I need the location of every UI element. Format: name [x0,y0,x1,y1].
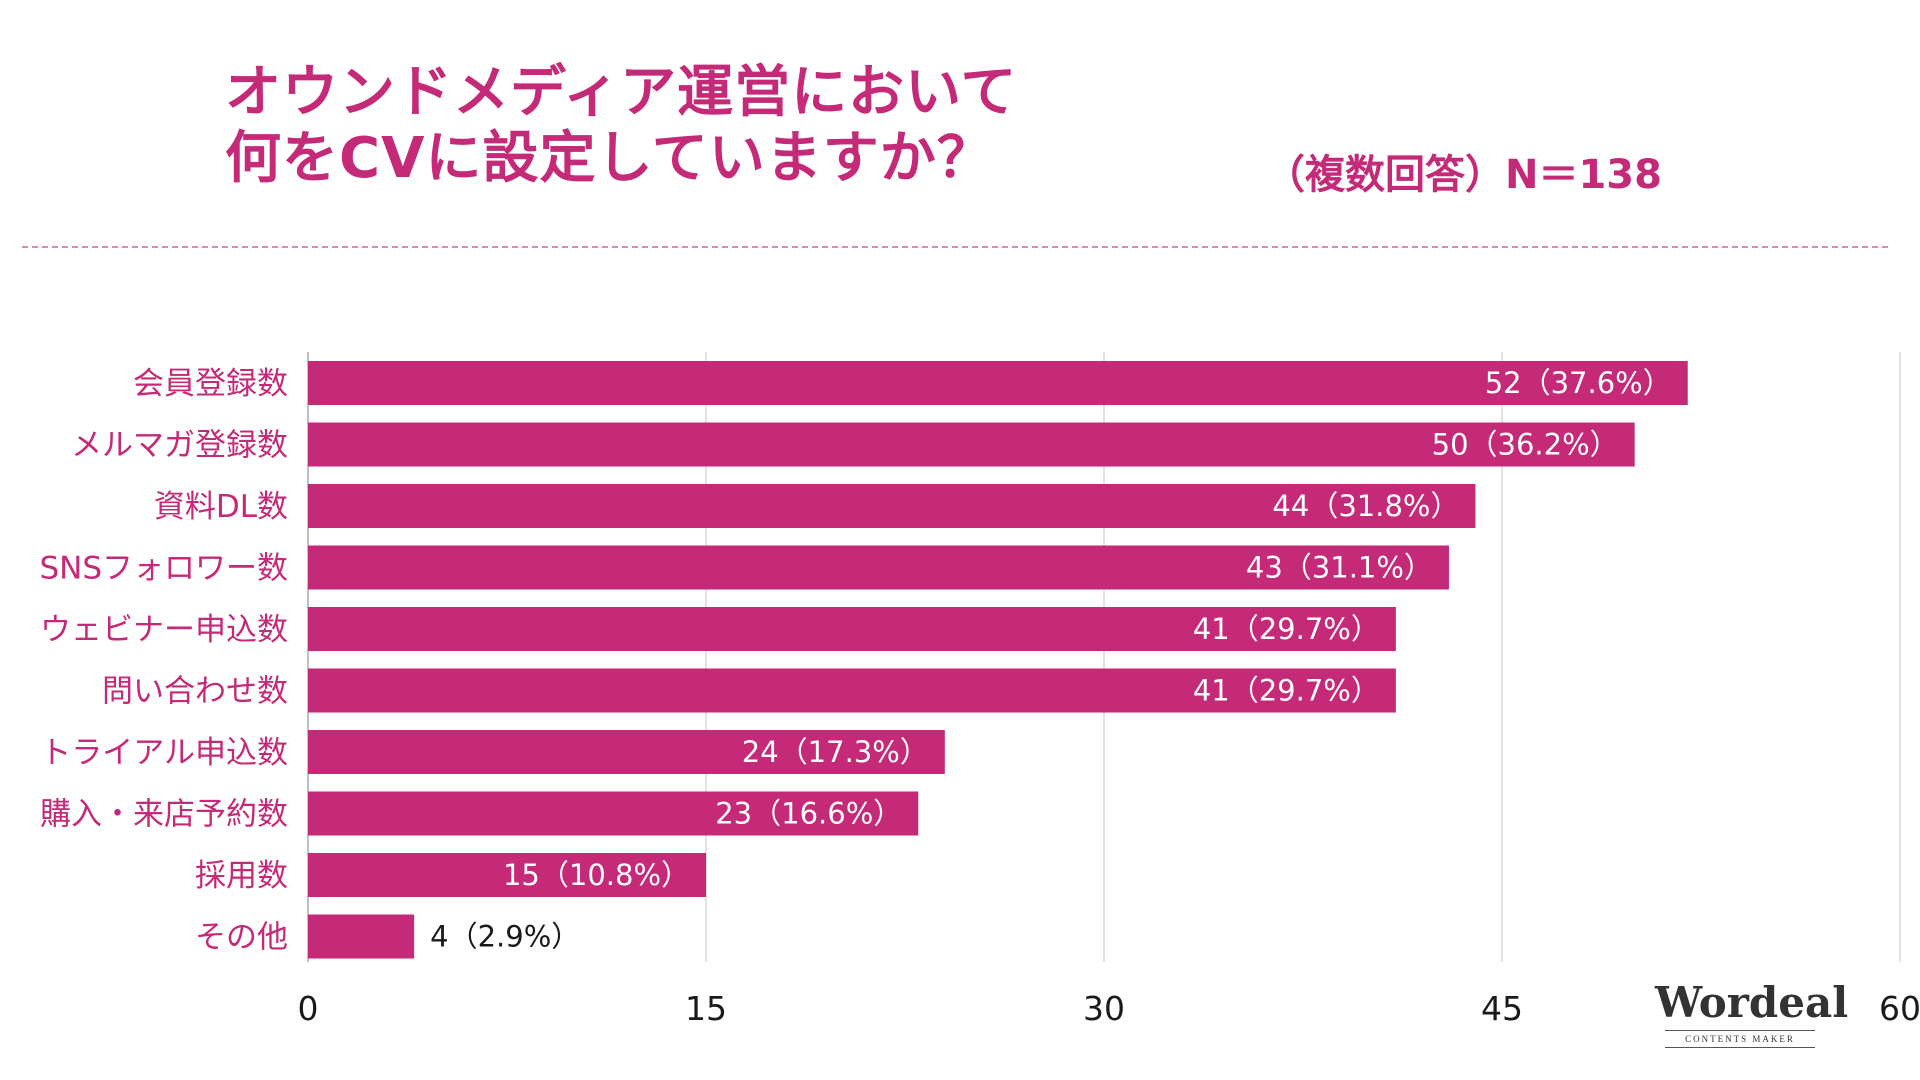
bar [308,422,1635,467]
title-divider [22,246,1888,248]
data-label: 23（16.6%） [715,797,902,831]
category-label: 会員登録数 [133,366,288,402]
bar [308,361,1688,405]
chart-subtitle: （複数回答）N＝138 [1265,152,1662,198]
ticks-layer: 0 15 30 45 60 [298,989,1920,1028]
data-label: 44（31.8%） [1272,489,1459,523]
data-label: 41（29.7%） [1193,612,1380,646]
x-tick-label: 45 [1481,989,1523,1028]
category-label: SNSフォロワー数 [39,551,288,587]
category-label: 採用数 [195,858,288,894]
chart-title-line1: オウンドメディア運営において [225,60,1018,125]
bar [308,668,1396,713]
data-label: 50（36.2%） [1432,428,1619,462]
bar [308,484,1476,528]
wordeal-logo: Wordeal CONTENTS MAKER [1655,978,1849,1048]
category-label: ウェビナー申込数 [40,612,288,648]
category-label: 問い合わせ数 [102,674,288,710]
bars-layer [308,361,1688,959]
bar [308,791,919,836]
x-tick-label: 0 [298,989,319,1028]
x-tick-label: 60 [1879,989,1920,1028]
data-label: 41（29.7%） [1193,674,1380,708]
data-label: 43（31.1%） [1246,551,1433,585]
category-label: トライアル申込数 [40,735,288,771]
chart-title-line2: 何をCVに設定していますか？ [225,126,994,191]
x-tick-label: 30 [1083,989,1125,1028]
bar [308,853,706,897]
bar [308,607,1396,651]
data-label: 24（17.3%） [742,735,929,769]
x-tick-label: 15 [685,989,727,1028]
category-label: その他 [195,920,288,956]
chart-title: オウンドメディア運営において 何をCVに設定していますか？ [225,60,1017,192]
category-label: 資料DL数 [154,489,288,525]
bar [308,545,1449,590]
bar [308,914,415,959]
data-label: 4（2.9%） [430,920,580,954]
data-label: 52（37.6%） [1485,366,1672,400]
bar [308,730,945,774]
logo-tagline: CONTENTS MAKER [1665,1030,1815,1048]
category-label: メルマガ登録数 [71,428,288,464]
category-label: 購入・来店予約数 [40,797,288,833]
labels-layer: 会員登録数 52（37.6%） メルマガ登録数 50（36.2%） 資料DL数 44（31… [39,366,1671,956]
data-label: 15（10.8%） [503,858,690,892]
logo-name: Wordeal [1655,978,1849,1027]
